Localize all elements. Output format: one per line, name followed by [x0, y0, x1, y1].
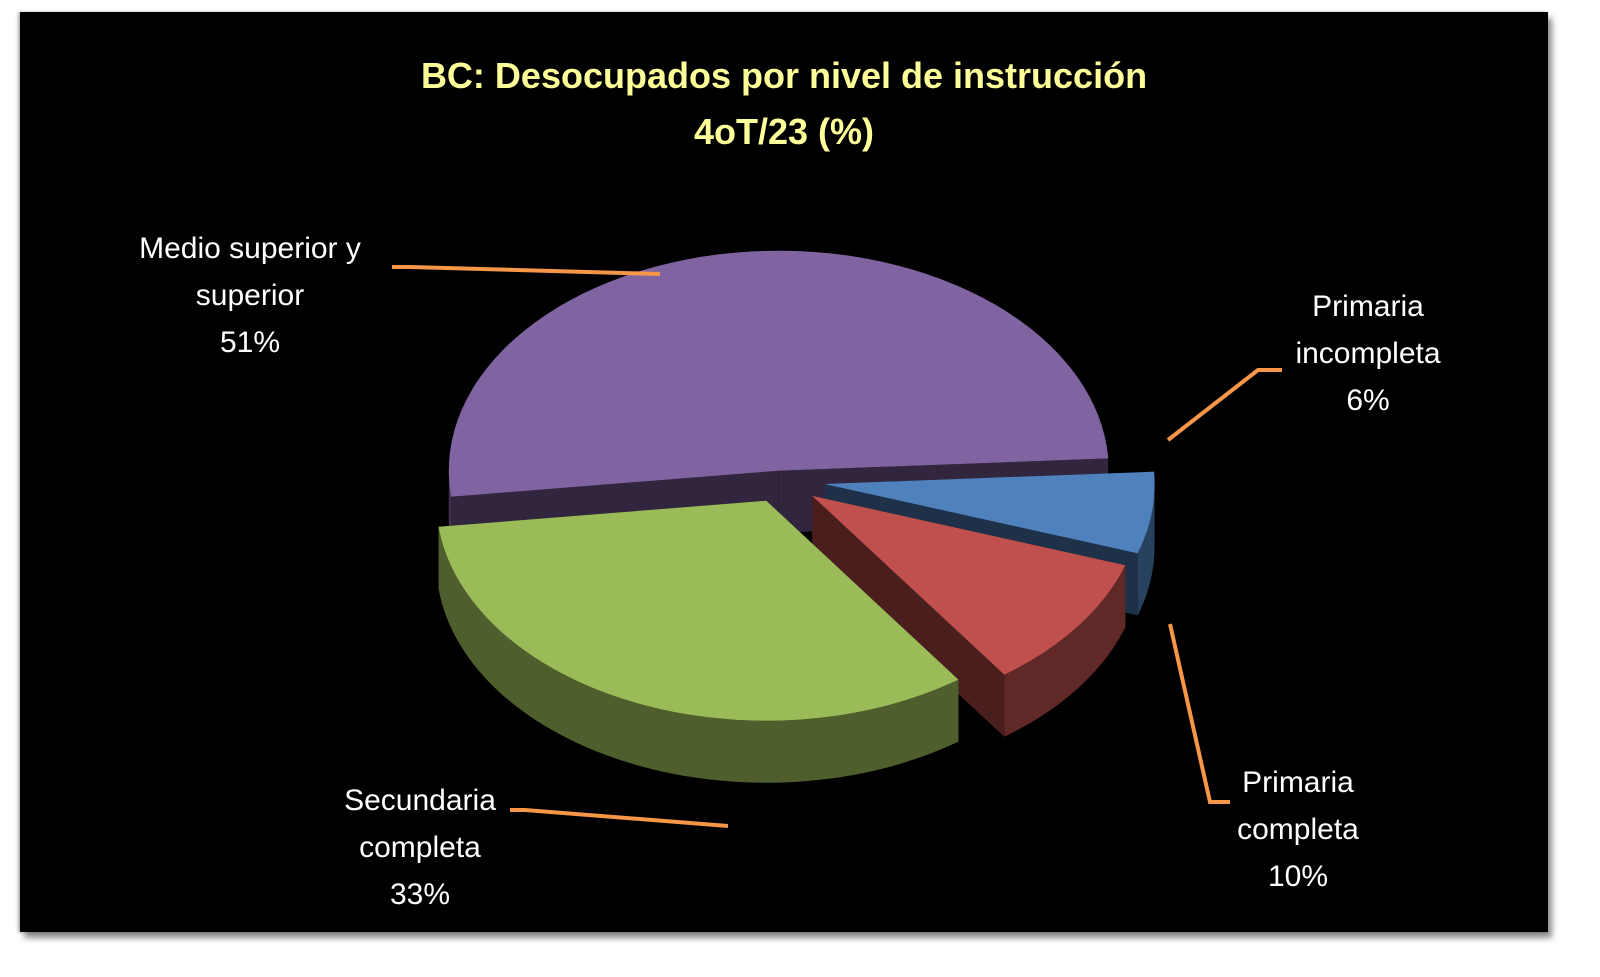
slice-name-line: Primaria	[1312, 290, 1424, 323]
slice-outer-wall	[438, 526, 959, 783]
chart-subtitle: 4oT/23 (%)	[694, 111, 874, 152]
slice-outer-wall	[1004, 565, 1126, 737]
slice-label: Primaria completa 10%	[1237, 766, 1359, 893]
slice-name-line: completa	[359, 831, 481, 864]
slice-label: Secundaria completa 33%	[344, 784, 496, 911]
pie-slice	[438, 500, 959, 783]
slice-labels: Primaria incompleta 6% Primaria completa 10% S…	[139, 232, 1441, 911]
slice-value-label: 10%	[1268, 860, 1328, 893]
slice-label: Primaria incompleta 6%	[1295, 290, 1440, 417]
slice-value-label: 51%	[220, 326, 280, 359]
slice-value-label: 6%	[1346, 384, 1389, 417]
pie-slice	[812, 495, 1126, 737]
slice-top-primaria-incompleta	[824, 471, 1155, 554]
chart-title: BC: Desocupados por nivel de instrucción	[421, 55, 1147, 96]
slice-name-line: Secundaria	[344, 784, 496, 817]
leader-line	[392, 265, 661, 276]
slice-name-line: Medio superior y	[139, 232, 361, 265]
slice-side-wall	[812, 495, 1005, 737]
slice-name-line: completa	[1237, 813, 1359, 846]
leader-line	[1166, 368, 1282, 442]
leader-lines	[392, 265, 1282, 828]
slice-top-primaria-completa	[812, 495, 1126, 675]
slice-outer-wall	[1137, 483, 1155, 616]
leader-line	[1168, 623, 1230, 804]
slice-name-line: Primaria	[1242, 766, 1354, 799]
slice-label: Medio superior y superior 51%	[139, 232, 361, 359]
chart-area: BC: Desocupados por nivel de instrucción…	[20, 12, 1548, 932]
pie-slices	[438, 250, 1155, 783]
slice-name-line: superior	[196, 279, 304, 312]
slice-value-label: 33%	[390, 878, 450, 911]
pie-chart: BC: Desocupados por nivel de instrucción…	[139, 55, 1441, 911]
slice-name-line: incompleta	[1295, 337, 1440, 370]
slice-top-secundaria-completa	[438, 500, 959, 721]
leader-line	[510, 808, 729, 828]
slice-top-medio-superior-y-superior	[448, 250, 1109, 497]
